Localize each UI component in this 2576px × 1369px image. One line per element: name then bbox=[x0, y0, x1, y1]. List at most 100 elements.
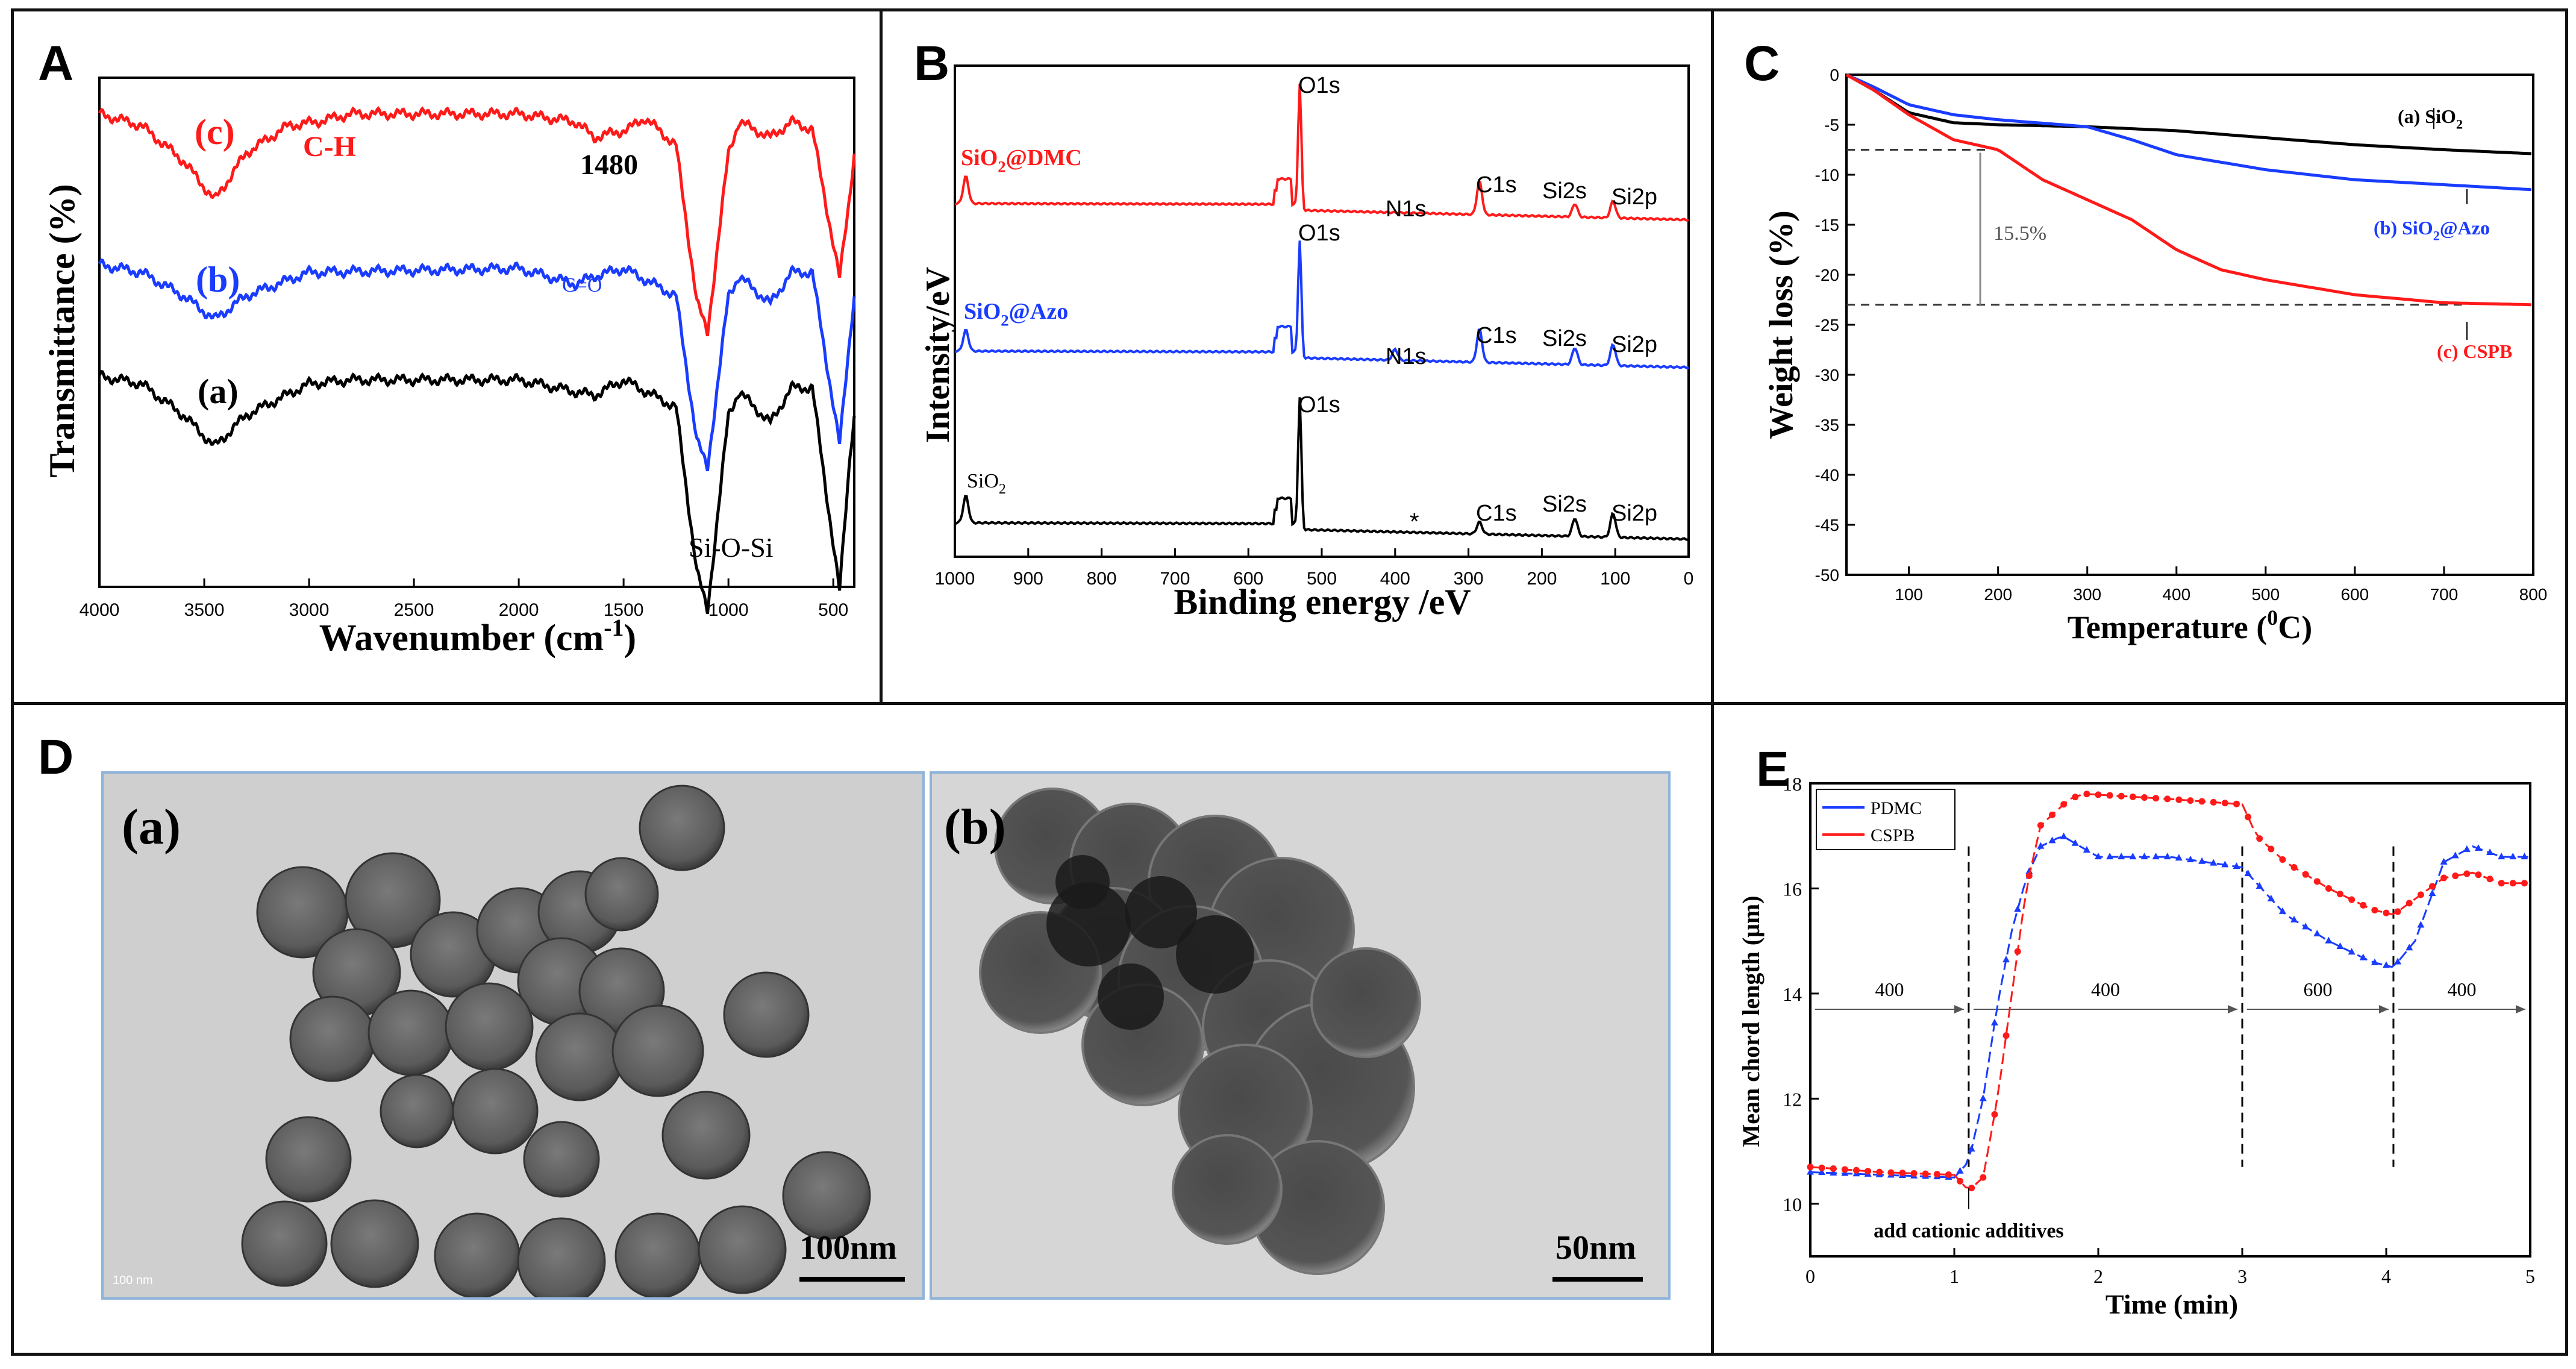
x-tick-label: 5 bbox=[2525, 1265, 2535, 1287]
x-tick-label: 600 bbox=[2341, 585, 2369, 604]
x-tick-label: 2500 bbox=[394, 600, 434, 620]
data-point-cspb bbox=[2417, 891, 2424, 898]
nanoparticle bbox=[723, 971, 810, 1058]
data-point-pdmc bbox=[2406, 944, 2413, 951]
peak-c1s: C1s bbox=[1476, 323, 1517, 348]
data-point-pdmc bbox=[1979, 1094, 1987, 1101]
data-point-pdmc bbox=[1830, 1168, 1837, 1176]
data-point-cspb bbox=[2428, 883, 2436, 890]
data-point-cspb bbox=[2198, 798, 2206, 805]
y-tick-label: 10 bbox=[1783, 1194, 1802, 1215]
nanoparticle bbox=[289, 995, 376, 1082]
nanoparticle bbox=[614, 1212, 701, 1297]
data-point-cspb bbox=[2256, 835, 2263, 842]
stage-label: 400 bbox=[2447, 979, 2476, 1000]
data-point-cspb bbox=[2140, 794, 2148, 801]
x-tick-label: 400 bbox=[1380, 569, 1410, 589]
data-point-pdmc bbox=[2348, 948, 2356, 955]
x-tick-label: 1500 bbox=[604, 600, 644, 620]
data-point-pdmc bbox=[1990, 1018, 1998, 1026]
series-label-a: (a) bbox=[198, 372, 239, 411]
x-tick-label: 500 bbox=[1307, 569, 1337, 589]
data-point-cspb bbox=[2394, 908, 2401, 915]
nanoparticle bbox=[367, 989, 454, 1076]
percentage-annotation: 15.5% bbox=[1993, 222, 2046, 245]
x-tick-label: 200 bbox=[1527, 569, 1557, 589]
data-point-cspb bbox=[2463, 870, 2471, 877]
data-point-cspb bbox=[2509, 880, 2516, 887]
data-point-pdmc bbox=[2071, 839, 2079, 846]
tem-label-b: (b) bbox=[944, 799, 1006, 855]
tem-scale-b: 50nm bbox=[1555, 1229, 1636, 1267]
x-tick-label: 800 bbox=[2519, 585, 2548, 604]
data-point-cspb bbox=[1910, 1170, 1918, 1177]
data-point-cspb bbox=[2337, 891, 2344, 898]
peak-si2s: Si2s bbox=[1542, 492, 1587, 517]
tem-scalebar-b bbox=[1552, 1277, 1643, 1282]
dense-core bbox=[1125, 876, 1197, 948]
data-point-pdmc bbox=[2140, 853, 2148, 860]
tem-small-scale-a: 100 nm bbox=[113, 1274, 153, 1287]
legend-label: PDMC bbox=[1871, 798, 1922, 818]
y-tick-label: -45 bbox=[1815, 516, 1839, 534]
nanoparticle bbox=[523, 1121, 600, 1198]
data-point-pdmc bbox=[2509, 853, 2517, 860]
data-point-pdmc bbox=[2095, 853, 2102, 860]
data-point-cspb bbox=[2118, 792, 2125, 800]
plot-frame bbox=[1809, 782, 2531, 1258]
data-point-pdmc bbox=[2175, 854, 2183, 861]
nanoparticle bbox=[611, 1004, 704, 1097]
series-label-c: (c) CSPB bbox=[2437, 340, 2512, 362]
data-point-cspb bbox=[1980, 1174, 1987, 1181]
y-tick-label: -40 bbox=[1815, 466, 1839, 484]
data-point-pdmc bbox=[2118, 853, 2125, 860]
data-point-cspb bbox=[1807, 1164, 1814, 1171]
data-point-pdmc bbox=[2440, 857, 2448, 865]
data-point-cspb bbox=[1887, 1169, 1895, 1176]
data-point-pdmc bbox=[2325, 936, 2333, 944]
data-point-pdmc bbox=[2106, 853, 2114, 860]
data-point-pdmc bbox=[2336, 942, 2344, 949]
y-tick-label: 14 bbox=[1783, 983, 1802, 1005]
nanoparticle bbox=[452, 1068, 539, 1154]
data-point-cspb bbox=[2060, 801, 2068, 808]
x-axis-label: Temperature (0C) bbox=[2068, 606, 2312, 645]
dense-core bbox=[1055, 855, 1110, 909]
x-tick-label: 1 bbox=[1949, 1265, 1959, 1287]
series-line-cspb bbox=[1810, 793, 2530, 1189]
nanoparticle bbox=[265, 1116, 352, 1203]
peak-n1s: N1s bbox=[1386, 196, 1427, 222]
data-point-pdmc bbox=[2037, 842, 2045, 849]
series-line-2 bbox=[1845, 73, 2532, 192]
x-tick-label: 700 bbox=[2430, 585, 2459, 604]
x-tick-label: 400 bbox=[2162, 585, 2190, 604]
data-point-cspb bbox=[2152, 795, 2160, 802]
stage-arrowhead bbox=[2378, 1005, 2389, 1014]
x-axis-label: Time (min) bbox=[2106, 1289, 2238, 1320]
data-point-pdmc bbox=[2278, 907, 2286, 914]
panel-e: E 10 12 14 16 18 0 1 2 3 4 5 400 400 600 400 PDMC CSPB ad… bbox=[1711, 702, 2568, 1356]
data-point-pdmc bbox=[2498, 853, 2506, 860]
data-point-cspb bbox=[1865, 1168, 1872, 1175]
data-point-cspb bbox=[2083, 791, 2090, 798]
panel-a: A 4000 3500 3000 2500 2000 1500 1000 500 (c) C-H 1… bbox=[11, 8, 883, 705]
data-point-pdmc bbox=[2152, 853, 2160, 860]
x-axis-label: Binding energy /eV bbox=[1174, 582, 1471, 622]
data-point-pdmc bbox=[2233, 862, 2240, 869]
data-point-pdmc bbox=[2486, 848, 2494, 856]
tga-chart: 0 -5 -10 -15 -20 -25 -30 -35 -40 -45 -50 100 200 300 4… bbox=[1763, 66, 2548, 645]
data-point-cspb bbox=[2187, 797, 2194, 804]
data-point-pdmc bbox=[1807, 1168, 1814, 1175]
data-point-cspb bbox=[2106, 792, 2113, 799]
stage-arrowhead bbox=[1954, 1005, 1964, 1014]
series-label-dmc: SiO2@DMC bbox=[961, 145, 1082, 175]
x-tick-label: 300 bbox=[1454, 569, 1484, 589]
nanoparticle bbox=[1172, 1134, 1283, 1245]
peak-si2p: Si2p bbox=[1612, 184, 1657, 210]
x-tick-label: 2000 bbox=[499, 600, 539, 620]
data-point-cspb bbox=[2302, 871, 2309, 878]
data-point-cspb bbox=[1830, 1165, 1837, 1173]
data-point-pdmc bbox=[2186, 855, 2194, 862]
data-point-cspb bbox=[2475, 871, 2482, 879]
data-point-cspb bbox=[2406, 900, 2413, 907]
